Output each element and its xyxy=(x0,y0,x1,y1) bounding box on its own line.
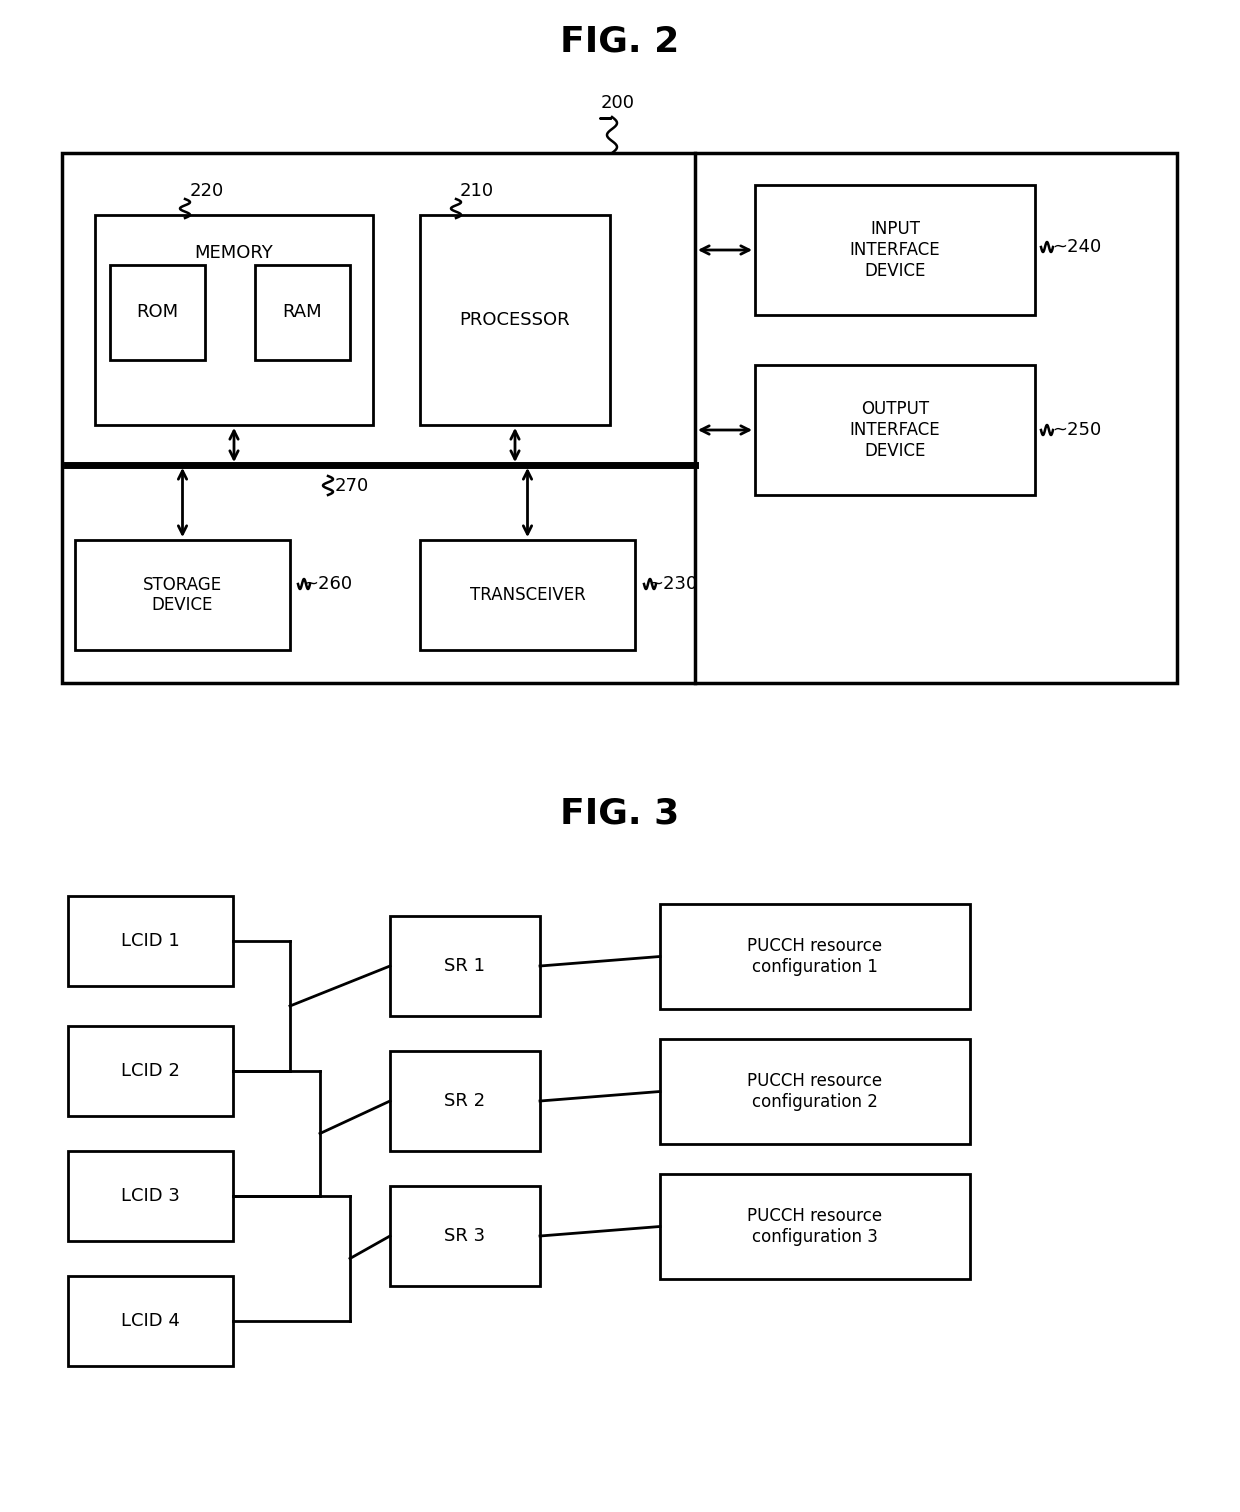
Bar xyxy=(391,916,539,1016)
Text: 210: 210 xyxy=(460,181,494,200)
Bar xyxy=(755,364,1035,494)
Text: ~250: ~250 xyxy=(1052,420,1101,438)
Text: RAM: RAM xyxy=(283,302,322,321)
Text: ~260: ~260 xyxy=(303,575,352,593)
Text: LCID 2: LCID 2 xyxy=(122,1061,180,1080)
Text: MEMORY: MEMORY xyxy=(195,243,273,262)
Text: ~240: ~240 xyxy=(1052,237,1101,256)
Text: PROCESSOR: PROCESSOR xyxy=(460,311,570,330)
Text: OUTPUT
INTERFACE
DEVICE: OUTPUT INTERFACE DEVICE xyxy=(849,401,940,460)
Text: INPUT
INTERFACE
DEVICE: INPUT INTERFACE DEVICE xyxy=(849,221,940,280)
Bar xyxy=(420,215,610,425)
Bar xyxy=(420,540,635,650)
Bar xyxy=(755,184,1035,314)
Text: STORAGE
DEVICE: STORAGE DEVICE xyxy=(143,576,222,614)
Bar xyxy=(95,215,373,425)
Bar xyxy=(255,265,350,360)
Text: 270: 270 xyxy=(335,476,370,494)
Text: SR 3: SR 3 xyxy=(444,1228,486,1244)
Text: PUCCH resource
configuration 3: PUCCH resource configuration 3 xyxy=(748,1207,883,1246)
Text: LCID 1: LCID 1 xyxy=(122,931,180,950)
Text: SR 2: SR 2 xyxy=(444,1092,486,1110)
Bar xyxy=(110,265,205,360)
Text: 220: 220 xyxy=(190,181,224,200)
Text: LCID 4: LCID 4 xyxy=(122,1312,180,1331)
Bar xyxy=(660,904,970,1009)
Text: TRANSCEIVER: TRANSCEIVER xyxy=(470,587,585,603)
Text: SR 1: SR 1 xyxy=(444,957,486,975)
Bar xyxy=(68,1276,233,1365)
Bar xyxy=(391,1185,539,1287)
Bar xyxy=(660,1039,970,1145)
Bar xyxy=(68,1151,233,1241)
Bar xyxy=(74,540,290,650)
Text: 200: 200 xyxy=(601,94,635,112)
Text: LCID 3: LCID 3 xyxy=(122,1187,180,1205)
Text: ~230: ~230 xyxy=(649,575,697,593)
Bar xyxy=(660,1173,970,1279)
Bar xyxy=(62,153,1177,683)
Text: FIG. 3: FIG. 3 xyxy=(560,797,680,832)
Bar xyxy=(391,1051,539,1151)
Bar xyxy=(68,897,233,986)
Text: ROM: ROM xyxy=(136,302,179,321)
Bar xyxy=(68,1027,233,1116)
Text: PUCCH resource
configuration 1: PUCCH resource configuration 1 xyxy=(748,937,883,975)
Text: FIG. 2: FIG. 2 xyxy=(560,26,680,59)
Text: PUCCH resource
configuration 2: PUCCH resource configuration 2 xyxy=(748,1072,883,1111)
